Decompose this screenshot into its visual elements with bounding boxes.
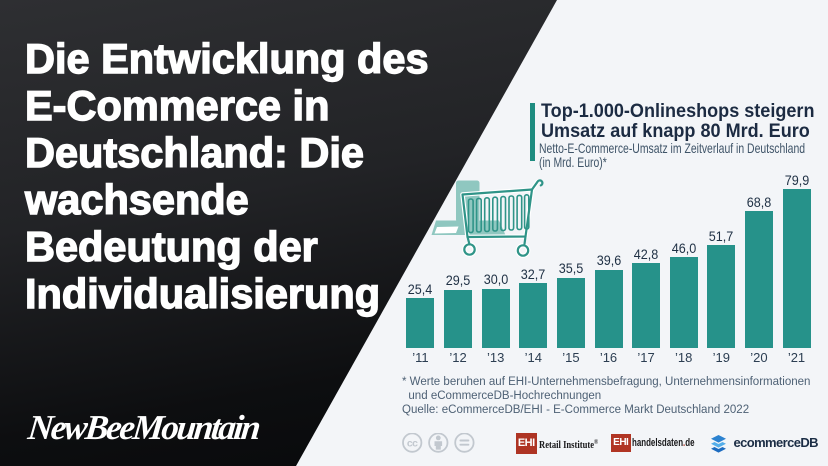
svg-text:cc: cc <box>407 437 418 449</box>
